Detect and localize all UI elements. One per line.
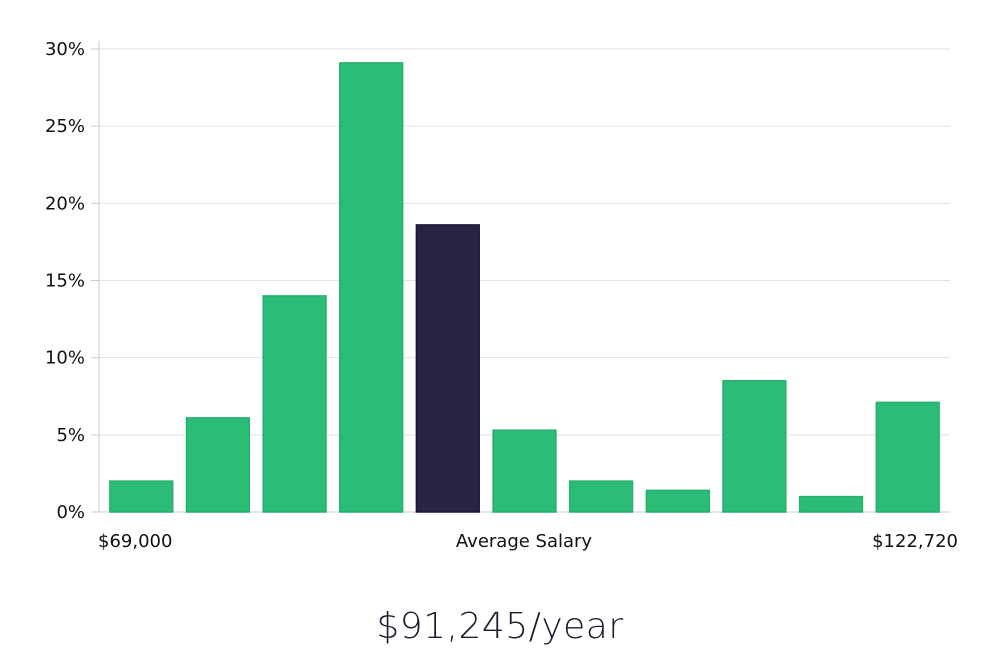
average-salary-readout: $91,245/year bbox=[376, 606, 624, 647]
bar[interactable] bbox=[492, 429, 557, 513]
y-tick-label: 30% bbox=[45, 39, 85, 60]
gridlines bbox=[99, 48, 950, 436]
bar[interactable] bbox=[109, 480, 174, 513]
salary-histogram: 0% 5% 10% 15% 20% 25% 30% $69,000 Average Sala… bbox=[45, 39, 958, 552]
x-center-label: Average Salary bbox=[456, 531, 593, 552]
bar[interactable] bbox=[262, 295, 327, 513]
bar-average-salary[interactable] bbox=[415, 224, 480, 513]
y-tick-label: 25% bbox=[45, 116, 85, 137]
y-tick-label: 5% bbox=[56, 425, 85, 446]
y-tick-label: 10% bbox=[45, 348, 85, 369]
bar[interactable] bbox=[875, 401, 940, 513]
y-tick-label: 15% bbox=[45, 271, 85, 292]
x-min-label: $69,000 bbox=[98, 531, 172, 552]
y-tick-label: 20% bbox=[45, 193, 85, 214]
bar[interactable] bbox=[645, 489, 710, 513]
bar[interactable] bbox=[339, 62, 404, 513]
bar[interactable] bbox=[185, 417, 251, 513]
bar[interactable] bbox=[722, 380, 787, 513]
y-tick-label: 0% bbox=[56, 502, 85, 523]
tick-labels: 0% 5% 10% 15% 20% 25% 30% bbox=[45, 39, 85, 523]
x-max-label: $122,720 bbox=[872, 531, 958, 552]
bar[interactable] bbox=[568, 480, 634, 513]
bar[interactable] bbox=[798, 495, 864, 513]
bars bbox=[109, 62, 940, 513]
